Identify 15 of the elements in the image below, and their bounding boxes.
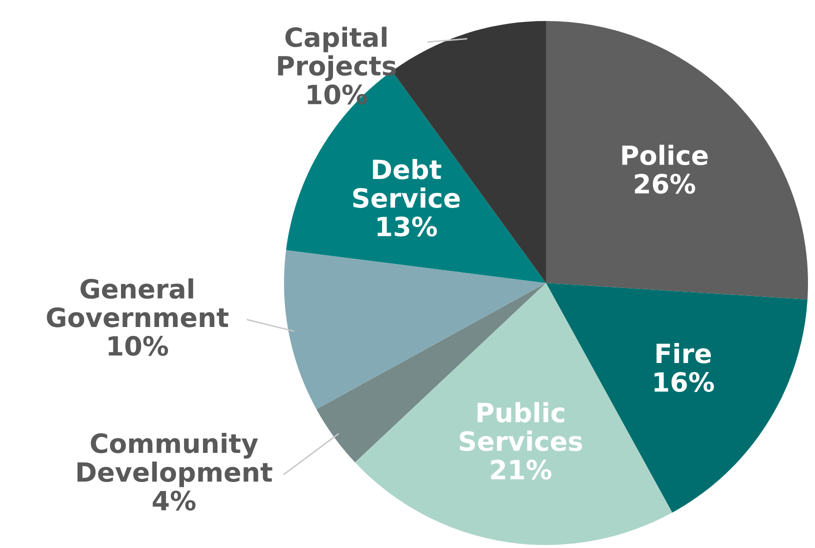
- slice-label: General Government: [46, 278, 228, 328]
- data-label: 26%: [634, 174, 696, 194]
- pie-slice: [546, 21, 808, 300]
- slice-label: Debt Service: [353, 158, 460, 208]
- data-label: 4%: [152, 490, 196, 511]
- slice-label: Capital Projects: [278, 26, 396, 82]
- data-label: 16%: [654, 372, 714, 392]
- data-label: 10%: [308, 84, 368, 104]
- slice-label: Fire: [656, 342, 711, 364]
- slice-label: Police: [622, 144, 708, 166]
- data-label: 10%: [108, 336, 168, 356]
- data-label: 21%: [491, 460, 552, 480]
- slice-label: Community Development: [78, 432, 272, 488]
- slice-label: Public Services: [460, 402, 582, 452]
- data-label: 13%: [378, 216, 437, 237]
